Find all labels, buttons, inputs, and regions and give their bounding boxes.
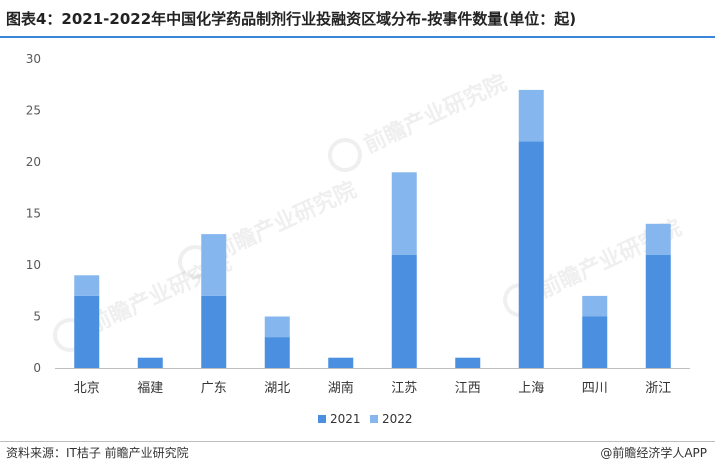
footer-divider bbox=[0, 441, 715, 442]
legend-label-2021: 2021 bbox=[330, 412, 361, 426]
x-tick-label: 四川 bbox=[582, 381, 608, 396]
x-tick-label: 湖南 bbox=[328, 380, 354, 396]
y-tick-label: 30 bbox=[26, 52, 41, 66]
bar-2021-北京 bbox=[74, 295, 100, 368]
y-tick-label: 20 bbox=[26, 155, 41, 169]
source-note: 资料来源：IT桔子 前瞻产业研究院 bbox=[6, 446, 189, 460]
bar-2022-四川 bbox=[582, 295, 608, 317]
watermark: 前瞻产业研究院 bbox=[328, 70, 511, 172]
bar-2022-广东 bbox=[201, 234, 227, 296]
bar-2022-江苏 bbox=[391, 172, 417, 255]
bar-2021-四川 bbox=[582, 316, 608, 368]
bar-2021-福建 bbox=[137, 357, 163, 368]
svg-text:前瞻产业研究院: 前瞻产业研究院 bbox=[210, 177, 361, 266]
bar-2022-上海 bbox=[518, 89, 544, 142]
legend-swatch-2021 bbox=[318, 415, 326, 423]
y-tick-label: 0 bbox=[33, 361, 41, 375]
credit-note: @前瞻经济学人APP bbox=[600, 446, 707, 460]
bar-2022-北京 bbox=[74, 275, 100, 296]
x-tick-label: 浙江 bbox=[645, 381, 671, 396]
y-tick-label: 5 bbox=[33, 310, 41, 324]
y-axis-ticks: 0 5 10 15 20 25 30 bbox=[26, 52, 41, 375]
y-tick-label: 10 bbox=[26, 258, 41, 272]
x-axis-labels: 北京 福建 广东 湖北 湖南 江苏 江西 上海 四川 浙江 bbox=[74, 380, 672, 396]
bar-2022-浙江 bbox=[645, 223, 671, 255]
legend: 2021 2022 bbox=[318, 412, 413, 426]
bar-2021-浙江 bbox=[645, 254, 671, 368]
y-tick-label: 15 bbox=[26, 207, 41, 221]
bar-2021-湖南 bbox=[328, 357, 354, 368]
bars-layer bbox=[74, 89, 671, 368]
bar-2021-广东 bbox=[201, 295, 227, 368]
bar-2022-湖北 bbox=[264, 316, 290, 338]
y-tick-label: 25 bbox=[26, 104, 41, 118]
bar-2021-江西 bbox=[455, 357, 481, 368]
x-tick-label: 江西 bbox=[455, 381, 481, 396]
legend-label-2022: 2022 bbox=[382, 412, 413, 426]
x-tick-label: 上海 bbox=[518, 381, 544, 396]
chart-title: 图表4：2021-2022年中国化学药品制剂行业投融资区域分布-按事件数量(单位… bbox=[6, 10, 577, 28]
bar-2021-湖北 bbox=[264, 337, 290, 368]
x-tick-label: 福建 bbox=[137, 381, 163, 396]
svg-text:前瞻产业研究院: 前瞻产业研究院 bbox=[360, 70, 511, 159]
bar-2021-上海 bbox=[518, 141, 544, 368]
x-tick-label: 广东 bbox=[201, 381, 227, 396]
bar-2021-江苏 bbox=[391, 254, 417, 368]
x-tick-label: 湖北 bbox=[264, 381, 290, 396]
x-tick-label: 北京 bbox=[74, 381, 100, 396]
title-divider bbox=[0, 36, 715, 38]
legend-swatch-2022 bbox=[370, 415, 378, 423]
x-tick-label: 江苏 bbox=[391, 380, 417, 396]
